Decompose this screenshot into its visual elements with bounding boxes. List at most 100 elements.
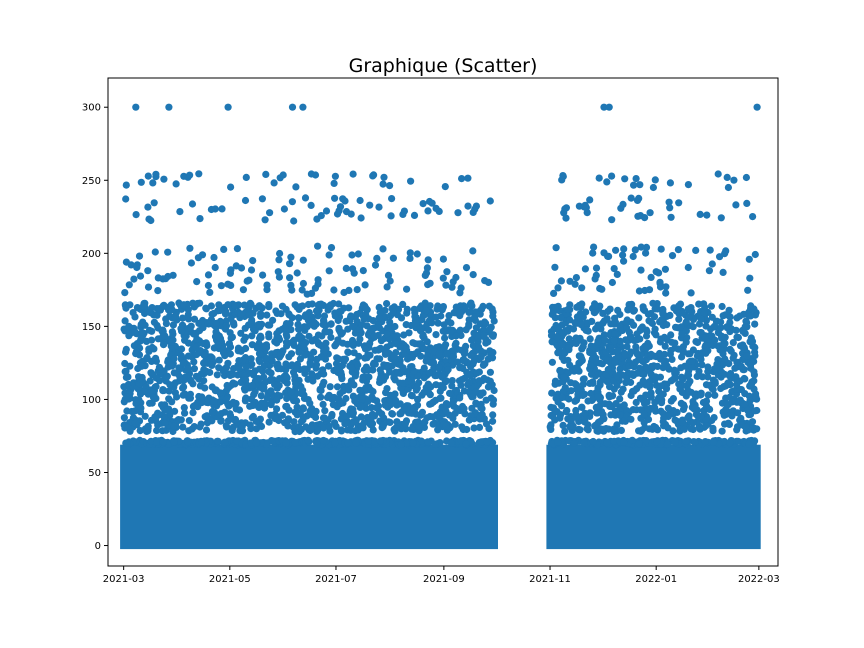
data-point	[579, 391, 587, 399]
data-point	[286, 274, 294, 282]
data-point	[441, 183, 449, 191]
data-point	[268, 357, 276, 365]
dense-point-cloud	[120, 444, 498, 550]
data-point	[218, 205, 226, 213]
data-point	[667, 213, 675, 221]
data-point	[369, 426, 377, 434]
data-point	[252, 439, 260, 447]
data-point	[262, 170, 270, 178]
data-point	[404, 385, 412, 393]
data-point	[325, 422, 333, 430]
data-point	[426, 391, 434, 399]
data-point	[714, 170, 722, 178]
data-point	[335, 300, 343, 308]
data-point	[299, 256, 307, 264]
data-point	[320, 347, 328, 355]
data-point	[379, 180, 387, 188]
data-point	[386, 277, 394, 285]
data-point	[273, 339, 281, 347]
data-point	[122, 181, 130, 189]
data-point	[581, 201, 589, 209]
data-point	[551, 303, 559, 311]
data-point	[153, 426, 161, 435]
data-point	[394, 369, 402, 377]
data-point	[265, 303, 273, 311]
data-point	[287, 388, 295, 396]
data-point	[390, 352, 398, 361]
data-point	[123, 439, 131, 447]
data-point	[742, 423, 750, 431]
data-point	[743, 199, 751, 207]
data-point	[448, 377, 456, 385]
data-point	[295, 423, 303, 431]
data-point	[224, 384, 232, 392]
data-point	[255, 365, 264, 373]
data-point	[149, 179, 157, 187]
data-point	[358, 395, 366, 403]
data-point	[725, 420, 734, 428]
data-point	[594, 338, 602, 346]
data-point	[399, 300, 407, 308]
data-point	[591, 302, 599, 310]
data-point	[721, 250, 729, 258]
data-point	[749, 213, 757, 221]
data-point	[708, 313, 716, 321]
data-point	[192, 351, 201, 359]
data-point	[668, 338, 676, 346]
data-point	[317, 300, 325, 308]
data-point	[687, 425, 695, 433]
data-point	[146, 399, 154, 407]
data-point	[342, 208, 351, 216]
data-point	[462, 326, 470, 334]
data-point	[741, 390, 749, 398]
data-point	[697, 412, 705, 420]
data-point	[295, 314, 303, 322]
data-point	[135, 396, 143, 404]
data-point	[228, 426, 236, 434]
data-point	[719, 340, 727, 348]
data-point	[427, 400, 436, 408]
data-point	[685, 313, 693, 321]
data-point	[666, 179, 675, 187]
data-point	[593, 427, 601, 435]
data-point	[344, 348, 352, 357]
data-point	[548, 389, 556, 397]
data-point	[462, 440, 470, 448]
data-point	[675, 199, 683, 207]
data-point	[184, 438, 192, 446]
data-point	[469, 358, 477, 366]
data-point	[689, 419, 697, 427]
data-point	[226, 350, 234, 358]
data-point	[207, 205, 215, 214]
data-point	[359, 267, 367, 275]
data-point	[657, 382, 665, 390]
data-point	[229, 398, 237, 406]
data-point	[557, 277, 566, 285]
data-point	[290, 418, 298, 426]
data-point	[275, 256, 283, 264]
data-point	[578, 284, 586, 292]
data-point	[193, 299, 202, 308]
data-point	[577, 352, 585, 360]
data-point	[313, 440, 321, 448]
data-point	[726, 345, 734, 353]
data-point	[311, 284, 319, 292]
data-point	[186, 171, 194, 179]
data-point	[588, 355, 597, 363]
data-point	[296, 409, 304, 417]
data-point	[292, 183, 300, 191]
data-point	[489, 396, 498, 404]
data-point	[131, 407, 139, 415]
data-point	[572, 413, 580, 421]
data-point	[256, 334, 264, 342]
data-point	[442, 422, 450, 430]
data-point	[438, 306, 446, 314]
data-point	[267, 375, 275, 383]
data-point	[753, 425, 761, 433]
data-point	[200, 365, 208, 374]
data-point	[628, 436, 636, 444]
data-point	[674, 345, 682, 353]
plot-frame	[107, 77, 779, 567]
data-point	[678, 418, 686, 426]
data-point	[347, 312, 355, 320]
